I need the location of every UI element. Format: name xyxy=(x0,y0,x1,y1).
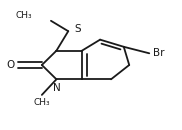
Text: CH₃: CH₃ xyxy=(15,11,32,20)
Text: Br: Br xyxy=(153,48,164,58)
Text: CH₃: CH₃ xyxy=(33,98,50,107)
Text: O: O xyxy=(7,60,15,70)
Text: N: N xyxy=(53,83,60,93)
Text: S: S xyxy=(74,24,81,34)
